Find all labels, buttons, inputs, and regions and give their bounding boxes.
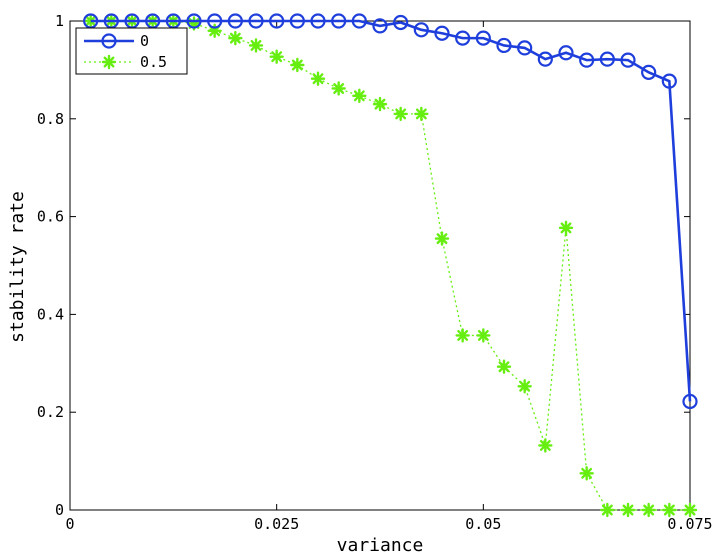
data-point <box>310 13 326 29</box>
data-point <box>310 71 326 86</box>
data-point <box>269 49 284 64</box>
data-point <box>228 30 243 46</box>
data-point <box>331 81 346 96</box>
legend-marker <box>101 33 117 49</box>
legend-box <box>75 27 188 75</box>
data-point <box>414 106 429 122</box>
x-tick-label: 0.025 <box>254 515 299 533</box>
data-point <box>413 22 429 38</box>
legend-label: 0.5 <box>140 53 167 71</box>
data-point <box>517 40 533 56</box>
data-point <box>538 438 553 453</box>
legend-marker <box>101 54 117 70</box>
data-point <box>496 359 512 374</box>
y-tick-label: 1 <box>55 12 64 30</box>
data-point <box>455 328 470 343</box>
data-point <box>558 45 574 61</box>
legend-entry: 0 <box>84 32 149 50</box>
series-blue <box>83 13 698 410</box>
data-point <box>662 502 677 518</box>
data-point <box>352 88 367 104</box>
data-point <box>579 466 594 481</box>
y-tick-label: 0.2 <box>37 403 64 421</box>
data-point <box>537 51 553 67</box>
y-axis-label: stability rate <box>7 191 28 343</box>
series-line <box>90 19 692 402</box>
data-point <box>476 328 491 343</box>
data-point <box>372 18 388 34</box>
data-point <box>620 52 636 68</box>
y-tick-label: 0.6 <box>37 208 64 226</box>
data-point <box>269 13 285 29</box>
data-point <box>517 379 532 394</box>
data-point <box>248 13 264 29</box>
data-point <box>393 14 409 31</box>
data-point <box>599 51 615 67</box>
data-point <box>186 13 202 29</box>
data-point <box>600 502 615 518</box>
data-point <box>620 502 636 518</box>
data-point <box>227 13 243 29</box>
series-green <box>83 13 698 518</box>
data-point <box>558 220 574 236</box>
data-point <box>351 13 367 29</box>
data-point <box>475 30 491 46</box>
data-point <box>661 73 677 89</box>
data-point <box>248 38 264 53</box>
x-tick-label: 0.075 <box>667 515 712 533</box>
data-point <box>207 13 223 29</box>
x-axis-label: variance <box>337 535 424 556</box>
data-point <box>290 57 305 73</box>
data-point <box>434 231 450 246</box>
data-point <box>682 502 698 518</box>
data-point <box>331 13 347 29</box>
y-tick-label: 0.4 <box>37 305 64 323</box>
data-point <box>641 64 657 80</box>
data-point <box>496 37 512 54</box>
y-tick-label: 0 <box>55 501 64 519</box>
data-point <box>579 52 595 68</box>
legend-label: 0 <box>140 32 149 50</box>
x-tick-label: 0 <box>65 515 74 533</box>
data-point <box>372 96 388 112</box>
legend-entry: 0.5 <box>84 53 167 71</box>
data-point <box>393 106 408 122</box>
x-tick-label: 0.05 <box>465 515 501 533</box>
plot-frame <box>69 20 691 511</box>
data-point <box>455 30 471 46</box>
y-tick-label: 0.8 <box>37 110 64 128</box>
data-point <box>641 502 656 518</box>
data-point <box>289 13 305 29</box>
data-point <box>434 25 450 41</box>
data-point <box>682 393 698 410</box>
